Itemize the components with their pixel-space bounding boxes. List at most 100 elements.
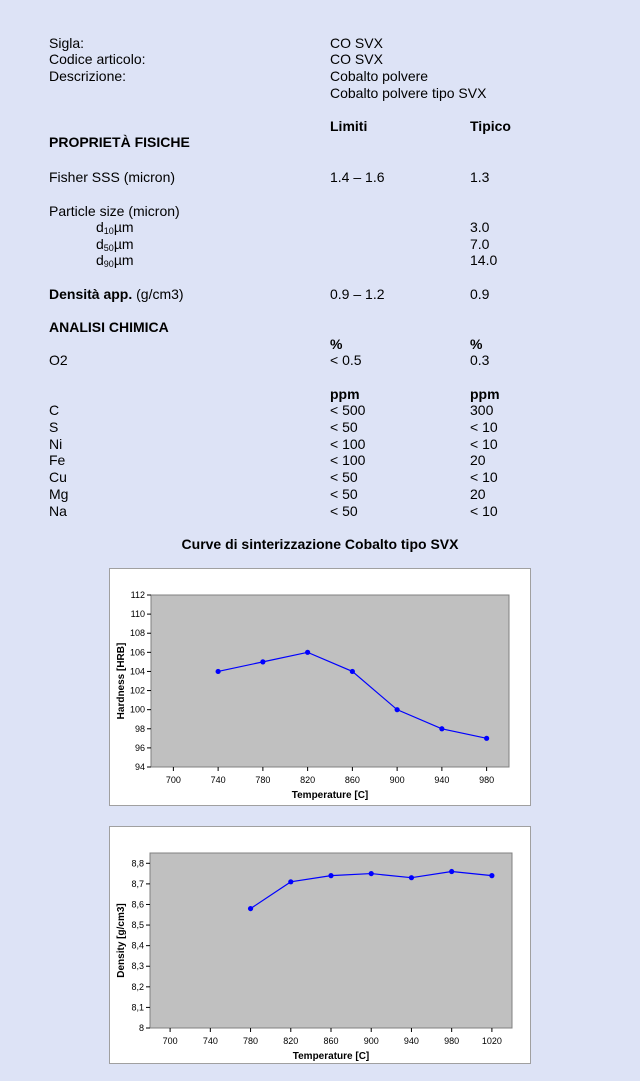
o2-limit: < 0.5 [330,352,362,368]
d90-unit: µm [113,252,134,268]
y-tick-label: 96 [135,743,145,753]
d50-subscript: 50 [103,243,114,253]
column-tipico: Tipico [470,118,511,134]
d90-prefix: d [96,252,104,268]
plot-area [150,594,510,768]
plot-area [149,852,513,1029]
d10-unit: µm [113,219,134,235]
physical-section-title: PROPRIETÀ FISICHE [49,134,190,150]
d50-label: d50µm [96,236,134,255]
chem-limit: < 100 [330,436,366,452]
y-axis-label: Hardness [HRB] [116,643,127,720]
chem-limit: < 50 [330,503,358,519]
data-point [288,879,294,885]
chem-typical: 300 [470,402,494,418]
data-point [368,870,374,877]
chem-limit: < 50 [330,419,358,435]
y-tick-label: 8,2 [131,982,144,992]
data-point [439,726,445,732]
y-tick-label: 8,4 [131,941,144,951]
x-tick-label: 900 [390,775,405,785]
curves-title: Curve di sinterizzazione Cobalto tipo SV… [181,536,459,552]
d50-prefix: d [96,236,104,252]
chem-element: C [49,402,60,418]
chem-typical: < 10 [470,419,498,435]
fisher-label: Fisher SSS (micron) [49,169,176,185]
data-point [349,668,355,675]
x-tick-label: 700 [163,1036,178,1046]
descrizione-label: Descrizione: [49,68,127,84]
chem-typical: < 10 [470,436,498,452]
y-tick-label: 104 [130,666,145,676]
chem-element: Ni [49,436,63,452]
pct-typical-header: % [470,336,483,352]
y-tick-label: 8,5 [131,920,144,930]
d10-prefix: d [96,219,104,235]
y-tick-label: 112 [131,590,145,600]
density-typical: 0.9 [470,286,490,302]
x-tick-label: 900 [364,1036,379,1046]
x-tick-label: 740 [211,775,226,785]
y-tick-label: 108 [130,628,145,638]
data-point [484,735,490,741]
chem-limit: < 50 [330,469,358,485]
d90-typical: 14.0 [470,252,498,268]
codice-label: Codice articolo: [49,51,146,67]
x-tick-label: 860 [345,775,360,785]
sigla-label: Sigla: [49,35,85,51]
x-tick-label: 940 [434,775,449,785]
x-tick-label: 1020 [482,1036,502,1046]
data-point [305,649,311,655]
density-chart: 8 8,1 8,2 8,3 8,4 8,5 8,6 8,7 8,8 700 740 780 820 860… [109,826,531,1064]
data-point [408,875,415,881]
data-point [489,873,495,879]
data-point [247,905,254,912]
x-tick-label: 820 [283,1036,298,1046]
x-tick-label: 780 [255,775,270,785]
data-point [215,668,221,675]
chem-typical: < 10 [470,469,498,485]
hardness-chart: 94 96 98 100 102 104 106 108 110 112 700 740 780 820 8… [109,568,531,806]
sigla-value: CO SVX [330,35,383,51]
y-tick-label: 8,1 [131,1002,144,1012]
chem-typical: 20 [470,452,486,468]
density-label-bold: Densità app. [49,286,133,302]
density-limit: 0.9 – 1.2 [330,286,385,302]
y-tick-label: 98 [135,724,145,734]
density-label: Densità app. (g/cm3) [49,286,184,303]
y-tick-label: 8,6 [131,899,144,909]
chem-element: Mg [49,486,69,502]
chem-typical: < 10 [470,503,498,519]
d90-subscript: 90 [103,259,114,269]
x-tick-label: 740 [203,1036,218,1046]
d10-label: d10µm [96,219,134,238]
fisher-typical: 1.3 [470,169,490,185]
d50-typical: 7.0 [470,236,490,252]
d10-subscript: 10 [103,226,114,236]
y-tick-label: 8 [139,1023,144,1033]
chem-element: Na [49,503,67,519]
y-tick-label: 94 [135,762,145,772]
o2-typical: 0.3 [470,352,490,368]
x-tick-label: 980 [444,1036,459,1046]
y-tick-label: 8,8 [131,858,144,868]
density-unit: (g/cm3) [132,286,184,302]
data-point [449,868,455,875]
chemical-section-title: ANALISI CHIMICA [49,319,169,335]
x-tick-label: 860 [323,1036,338,1046]
codice-value: CO SVX [330,51,383,67]
ppm-typical-header: ppm [470,386,500,402]
pct-limit-header: % [330,336,343,352]
column-limiti: Limiti [330,118,368,134]
x-tick-label: 700 [166,775,181,785]
x-tick-label: 980 [479,775,494,785]
particle-size-label: Particle size (micron) [49,203,180,219]
x-axis-label: Temperature [C] [292,790,369,801]
chem-element: Fe [49,452,66,468]
chem-limit: < 50 [330,486,358,502]
chem-element: Cu [49,469,67,485]
y-axis-label: Density [g/cm3] [116,903,127,977]
chem-typical: 20 [470,486,486,502]
chem-element: S [49,419,59,435]
y-tick-label: 100 [130,705,145,715]
